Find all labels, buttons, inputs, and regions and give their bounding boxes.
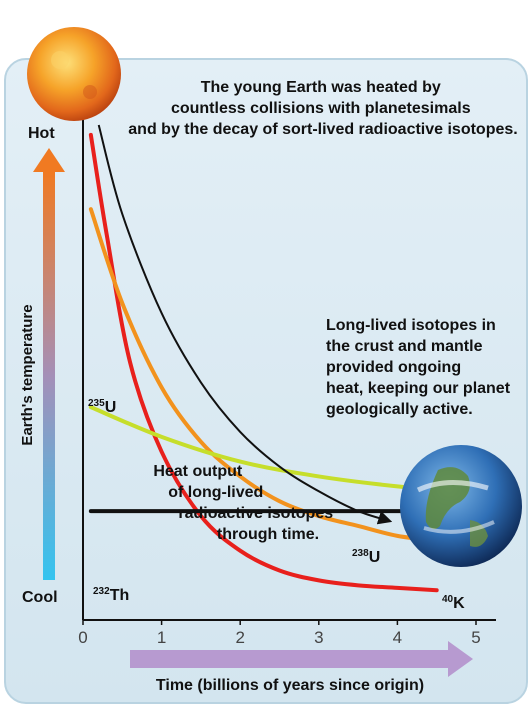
y-axis-cool-label: Cool xyxy=(22,589,58,606)
modern-earth-icon xyxy=(400,445,522,567)
temperature-arrow xyxy=(33,148,65,580)
series-label-232th: 232Th xyxy=(93,586,129,604)
series-line-40k xyxy=(88,207,439,543)
x-tick-label: 3 xyxy=(314,628,323,647)
chart-panel xyxy=(4,58,528,704)
temperature-curve xyxy=(97,124,393,525)
x-tick-label: 4 xyxy=(393,628,402,647)
series-labels-group: 235U 40K 238U 232Th xyxy=(88,398,465,612)
series-label-235u: 235U xyxy=(88,398,116,416)
y-axis-hot-label: Hot xyxy=(28,125,55,142)
annotation-heat-output: Heat output of long-lived radioactive is… xyxy=(153,463,337,543)
y-axis-title: Earth's temperature xyxy=(19,304,36,445)
x-tick-label: 0 xyxy=(78,628,87,647)
series-line-238u xyxy=(88,405,439,491)
annotation-long-lived: Long-lived isotopes in the crust and man… xyxy=(326,317,514,418)
young-earth-icon xyxy=(27,27,121,121)
x-tick-label: 1 xyxy=(157,628,166,647)
x-ticks-group: 0 1 2 3 4 5 xyxy=(78,620,481,647)
annotation-young-earth: The young Earth was heated by countless … xyxy=(128,79,517,138)
x-tick-label: 2 xyxy=(235,628,244,647)
young-earth-spot xyxy=(51,51,69,69)
x-axis-title: Time (billions of years since origin) xyxy=(156,677,424,694)
curves-group xyxy=(88,124,439,593)
series-label-40k: 40K xyxy=(442,594,465,612)
x-tick-label: 5 xyxy=(471,628,480,647)
young-earth-spot xyxy=(83,85,97,99)
time-arrow xyxy=(130,641,473,677)
series-label-238u: 238U xyxy=(352,548,380,566)
